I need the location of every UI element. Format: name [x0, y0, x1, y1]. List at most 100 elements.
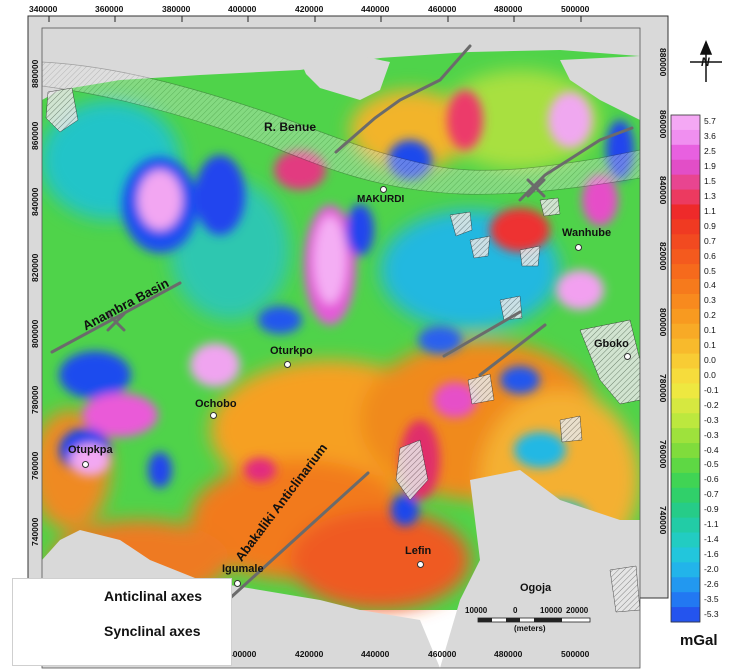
colorbar-swatch-8	[671, 234, 700, 250]
dot-makurdi	[380, 186, 387, 193]
y-tick-right-5: 780000	[658, 374, 668, 403]
dot-otupkpa	[82, 461, 89, 468]
colorbar-unit: mGal	[680, 632, 718, 649]
y-tick-left-5: 780000	[30, 385, 40, 414]
y-tick-right-6: 760000	[658, 440, 668, 469]
y-tick-left-7: 740000	[30, 517, 40, 546]
label-lefin: Lefin	[405, 545, 432, 557]
colorbar-swatch-30	[671, 562, 700, 578]
colorbar-label-21: -0.3	[704, 429, 719, 440]
y-tick-right-1: 860000	[658, 110, 668, 139]
dot-igumale	[234, 580, 241, 587]
colorbar-label-4: 1.5	[704, 176, 716, 187]
colorbar-swatch-7	[671, 219, 700, 235]
x-tick-bottom-0: 400000	[228, 649, 257, 659]
y-tick-left-3: 820000	[30, 253, 40, 282]
label-igumale: Igumale	[222, 563, 264, 575]
colorbar-swatch-1	[671, 129, 700, 146]
colorbar-swatch-26	[671, 502, 700, 519]
colorbar-label-28: -1.4	[704, 533, 719, 544]
y-tick-left-4: 800000	[30, 319, 40, 348]
label-makurdi: MAKURDI	[357, 194, 405, 205]
abakaliki-axis	[226, 471, 370, 602]
y-tick-left-6: 760000	[30, 451, 40, 480]
colorbar-label-20: -0.3	[704, 414, 719, 425]
x-tick-top-8: 500000	[561, 4, 590, 14]
dot-lefin	[417, 561, 424, 568]
colorbar-label-18: -0.1	[704, 384, 719, 395]
colorbar-label-33: -5.3	[704, 608, 719, 619]
colorbar-frame	[670, 114, 701, 623]
x-tick-bottom-3: 460000	[428, 649, 457, 659]
top-ticks	[48, 16, 582, 22]
colorbar-label-0: 5.7	[704, 116, 716, 127]
x-tick-bottom-4: 480000	[494, 649, 523, 659]
map-inner-frame	[41, 27, 641, 669]
colorbar-swatch-2	[671, 144, 700, 161]
north-symbol-letter: N	[701, 55, 710, 69]
colorbar-label-23: -0.5	[704, 459, 719, 470]
label-otupkpa: Otupkpa	[68, 444, 113, 456]
scale-label-2: 10000	[540, 606, 563, 615]
colorbar-swatch-29	[671, 547, 700, 563]
label-wanhube: Wanhube	[562, 227, 612, 239]
colorbar-label-30: -2.0	[704, 563, 719, 574]
colorbar-swatch-5	[671, 189, 700, 205]
x-tick-bottom-1: 420000	[295, 649, 324, 659]
colorbar-label-32: -3.5	[704, 593, 719, 604]
colorbar-label-27: -1.1	[704, 519, 719, 530]
colorbar-swatch-13	[671, 308, 700, 325]
colorbar-swatch-27	[671, 517, 700, 534]
y-tick-right-3: 820000	[658, 242, 668, 271]
colorbar-swatch-20	[671, 413, 700, 429]
dot-ochobo	[210, 412, 217, 419]
benue-axis-1	[334, 44, 472, 154]
colorbar-label-6: 1.1	[704, 205, 716, 216]
colorbar-swatch-31	[671, 577, 700, 593]
label-gboko: Gboko	[594, 338, 629, 350]
colorbar	[670, 114, 701, 623]
colorbar-swatch-3	[671, 159, 700, 176]
scale-bar	[477, 617, 591, 623]
label-ochobo: Ochobo	[195, 398, 237, 410]
gboko-axis-2	[478, 323, 547, 377]
colorbar-swatch-18	[671, 383, 700, 399]
colorbar-label-25: -0.7	[704, 489, 719, 500]
label-ogoja: Ogoja	[520, 582, 552, 594]
colorbar-label-29: -1.6	[704, 548, 719, 559]
gboko-axis-1	[442, 310, 522, 358]
y-tick-right-4: 800000	[658, 308, 668, 337]
y-tick-right-2: 840000	[658, 176, 668, 205]
anambra-axis	[50, 281, 182, 354]
colorbar-label-9: 0.6	[704, 250, 716, 261]
x-tick-top-2: 380000	[162, 4, 191, 14]
north-arrow	[690, 40, 722, 82]
dot-gboko	[624, 353, 631, 360]
x-tick-bottom-5: 500000	[561, 649, 590, 659]
colorbar-swatch-23	[671, 457, 700, 474]
colorbar-swatch-4	[671, 174, 700, 191]
colorbar-swatch-33	[671, 607, 700, 623]
colorbar-label-16: 0.0	[704, 355, 716, 366]
legend-anticlinal: Anticlinal axes	[104, 588, 203, 604]
colorbar-label-8: 0.7	[704, 235, 716, 246]
y-tick-right-0: 880000	[658, 48, 668, 77]
colorbar-swatch-16	[671, 353, 700, 369]
colorbar-label-14: 0.1	[704, 325, 716, 336]
colorbar-swatch-25	[671, 487, 700, 504]
colorbar-swatch-21	[671, 428, 700, 444]
x-tick-top-6: 460000	[428, 4, 457, 14]
outcrop-patches	[45, 87, 640, 613]
syncline-markers	[106, 178, 546, 332]
colorbar-swatch-17	[671, 368, 700, 384]
colorbar-label-3: 1.9	[704, 161, 716, 172]
colorbar-swatch-22	[671, 443, 700, 459]
colorbar-label-31: -2.6	[704, 578, 719, 589]
colorbar-label-22: -0.4	[704, 444, 719, 455]
colorbar-label-10: 0.5	[704, 265, 716, 276]
x-tick-top-3: 400000	[228, 4, 257, 14]
colorbar-swatch-12	[671, 293, 700, 310]
colorbar-swatch-6	[671, 204, 700, 220]
colorbar-label-12: 0.3	[704, 295, 716, 306]
